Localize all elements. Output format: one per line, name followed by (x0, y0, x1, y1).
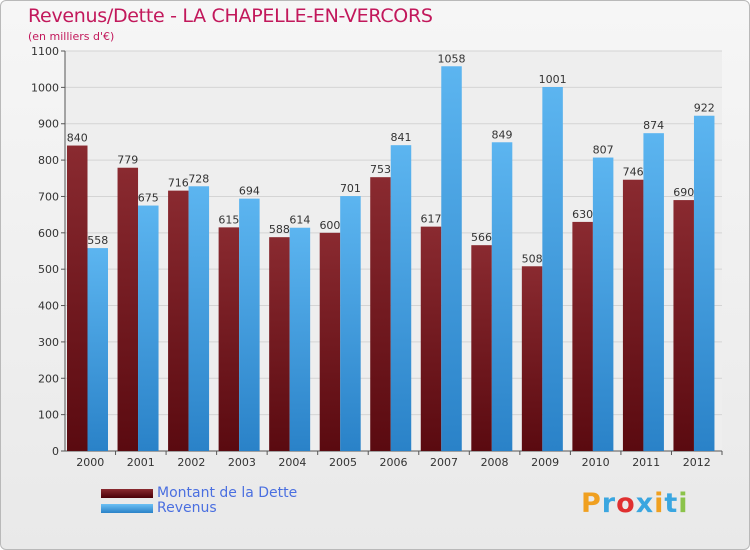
bar-revenus (138, 205, 159, 451)
data-label: 746 (623, 166, 644, 179)
data-label: 728 (188, 172, 209, 185)
bar-revenus (592, 157, 614, 451)
y-tick-label: 200 (38, 372, 59, 385)
data-label: 922 (694, 102, 715, 115)
y-tick-label: 400 (38, 300, 59, 313)
data-label: 600 (319, 219, 340, 232)
y-tick-label: 1100 (31, 45, 59, 58)
bar-revenus (390, 145, 412, 451)
logo-letter: r (601, 488, 617, 519)
bar-revenus (693, 115, 715, 452)
bar-dette (471, 245, 492, 451)
y-tick-label: 0 (52, 445, 59, 458)
data-label: 566 (471, 231, 492, 244)
bar-revenus (542, 87, 563, 451)
data-label: 614 (289, 214, 310, 227)
legend-label-dette: Montant de la Dette (157, 485, 298, 501)
data-label: 588 (269, 223, 290, 236)
x-tick-label: 2000 (76, 456, 104, 469)
logo-letter: t (664, 488, 679, 519)
x-tick-label: 2012 (683, 456, 711, 469)
y-tick-label: 900 (38, 118, 59, 131)
data-label: 508 (522, 252, 543, 265)
data-label: 874 (643, 119, 664, 132)
x-tick-label: 2004 (278, 456, 306, 469)
bar-dette (673, 200, 694, 451)
data-label: 617 (421, 213, 442, 226)
data-label: 701 (340, 182, 361, 195)
chart-title: Revenus/Dette - LA CHAPELLE-EN-VERCORS (28, 5, 433, 27)
logo-letter: o (616, 488, 636, 519)
data-label: 840 (67, 132, 88, 145)
bar-revenus (441, 66, 462, 451)
x-tick-label: 2006 (380, 456, 408, 469)
bar-dette (67, 145, 88, 451)
y-tick-label: 100 (38, 409, 59, 422)
chart-subtitle: (en milliers d'€) (28, 30, 115, 43)
x-tick-label: 2002 (177, 456, 205, 469)
bar-dette (572, 221, 593, 451)
bar-revenus (340, 196, 361, 451)
data-label: 675 (138, 192, 159, 205)
x-tick-label: 2001 (127, 456, 155, 469)
logo-letter: i (678, 488, 689, 519)
bar-dette (622, 179, 644, 451)
bar-dette (269, 237, 290, 451)
y-tick-label: 700 (38, 190, 59, 203)
legend-label-revenus: Revenus (157, 500, 217, 516)
bar-dette (319, 232, 341, 451)
bar-dette (420, 226, 442, 451)
y-tick-label: 500 (38, 263, 59, 276)
bar-revenus (491, 142, 513, 452)
data-label: 615 (218, 213, 239, 226)
x-tick-label: 2010 (582, 456, 610, 469)
bar-dette (218, 227, 240, 451)
bar-revenus (289, 227, 311, 451)
y-tick-label: 600 (38, 227, 59, 240)
data-label: 630 (572, 208, 593, 221)
bar-dette (117, 167, 139, 451)
bar-dette (370, 177, 391, 451)
x-tick-label: 2005 (329, 456, 357, 469)
bar-revenus (87, 248, 108, 451)
bar-revenus (239, 198, 260, 451)
data-label: 849 (492, 128, 513, 141)
data-label: 694 (239, 185, 260, 198)
proxiti-logo: Proxiti (581, 488, 689, 519)
data-label: 558 (87, 234, 108, 247)
data-label: 716 (168, 177, 189, 190)
logo-letter: P (581, 488, 602, 519)
bar-dette (521, 266, 543, 451)
data-label: 690 (673, 186, 694, 199)
data-label: 807 (593, 144, 614, 157)
data-label: 1001 (539, 73, 567, 86)
y-tick-label: 1000 (31, 81, 59, 94)
data-label: 753 (370, 163, 391, 176)
bar-revenus (643, 133, 664, 451)
logo-letter: x (635, 488, 655, 519)
x-tick-label: 2011 (632, 456, 660, 469)
data-label: 779 (117, 154, 138, 167)
x-tick-label: 2003 (228, 456, 256, 469)
legend-swatch-revenus (101, 504, 153, 513)
x-tick-label: 2009 (531, 456, 559, 469)
legend-swatch-dette (101, 489, 153, 498)
bar-dette (168, 190, 189, 452)
bar-revenus (188, 186, 210, 452)
y-tick-label: 300 (38, 336, 59, 349)
data-label: 1058 (438, 52, 466, 65)
y-tick-label: 800 (38, 154, 59, 167)
x-tick-label: 2007 (430, 456, 458, 469)
x-tick-label: 2008 (481, 456, 509, 469)
logo-letter: i (654, 488, 665, 519)
data-label: 841 (390, 131, 411, 144)
